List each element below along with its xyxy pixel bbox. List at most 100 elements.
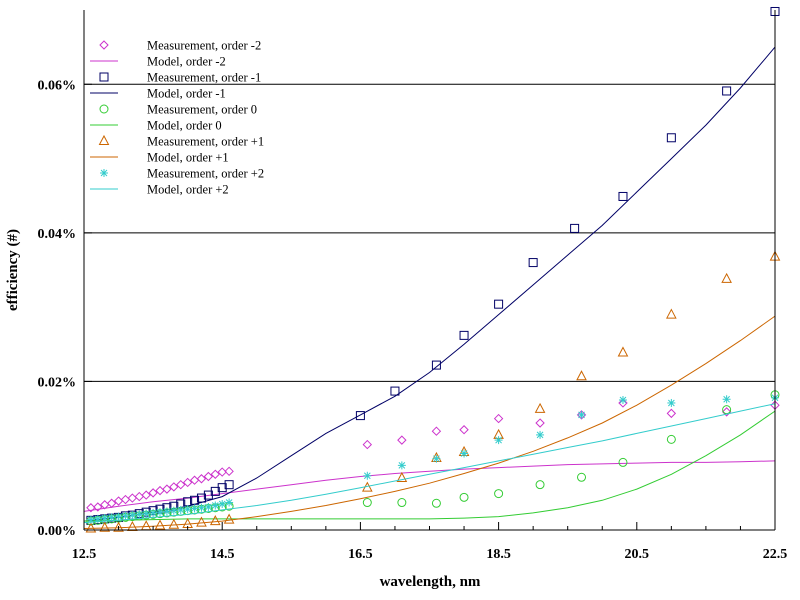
data-point	[204, 502, 213, 511]
data-point	[534, 402, 546, 413]
data-point	[396, 471, 408, 482]
legend-marker-swatch	[98, 134, 110, 145]
data-point	[190, 504, 199, 513]
x-tick-label: 12.5	[72, 547, 97, 562]
data-point	[211, 501, 220, 510]
data-point	[535, 418, 545, 428]
data-point	[666, 133, 676, 143]
data-point	[162, 507, 171, 516]
series-model-order-0	[83, 410, 776, 522]
data-point	[397, 461, 406, 470]
data-point	[176, 479, 186, 490]
legend-marker-swatch	[99, 40, 109, 50]
data-point	[618, 396, 627, 404]
data-point	[618, 398, 628, 408]
data-point	[203, 471, 214, 482]
data-point	[196, 516, 207, 527]
data-point	[397, 435, 407, 445]
data-point	[197, 503, 206, 512]
data-point	[494, 489, 504, 499]
legend-label: Measurement, order +1	[147, 135, 264, 149]
legend-item: Model, order +2	[90, 183, 229, 197]
x-tick-label: 20.5	[625, 547, 650, 562]
series-model-order-2	[83, 460, 776, 512]
data-point	[494, 436, 503, 445]
data-point	[432, 454, 441, 463]
y-axis-title: efficiency (#)	[5, 229, 21, 311]
legend-item: Model, order 0	[90, 119, 222, 133]
data-point	[217, 467, 227, 477]
legend-label: Model, order +1	[147, 151, 229, 165]
model-line	[83, 315, 776, 529]
legend: Measurement, order -2 Model, order -2 Meas…	[90, 39, 264, 197]
data-point	[576, 370, 587, 381]
tick-labels: 0.00% 0.02% 0.04% 0.06% 12.5 14.5 16.5 18.5 20.5…	[38, 78, 788, 562]
data-series	[83, 6, 781, 533]
data-point	[577, 410, 586, 419]
data-point	[209, 515, 221, 526]
x-axis-title: wavelength, nm	[380, 574, 481, 590]
data-point	[114, 512, 123, 521]
data-point	[459, 330, 469, 340]
data-point	[618, 191, 628, 201]
series-model-order-plus2	[83, 403, 776, 524]
series-model-order-1	[83, 46, 776, 522]
data-point	[536, 430, 545, 439]
data-point	[86, 503, 96, 513]
legend-label: Model, order -2	[147, 55, 226, 69]
legend-label: Measurement, order -2	[147, 39, 261, 53]
data-point	[528, 258, 538, 268]
plot-background	[84, 10, 775, 530]
data-point	[135, 510, 144, 519]
series-measurement-order-plus2	[86, 393, 779, 524]
data-point	[168, 518, 180, 529]
legend-item: Model, order -1	[90, 87, 226, 101]
legend-label: Measurement, order +2	[147, 167, 264, 181]
data-point	[617, 346, 629, 357]
data-point	[618, 457, 628, 467]
data-point	[156, 508, 165, 517]
legend-marker-swatch	[99, 72, 109, 82]
data-point	[121, 511, 130, 520]
data-point	[362, 439, 373, 450]
data-point	[128, 511, 137, 520]
data-point	[666, 308, 677, 319]
data-point	[494, 299, 504, 309]
data-point	[224, 480, 234, 490]
legend-item: Measurement, order 0	[99, 103, 257, 117]
legend-marker-swatch	[100, 169, 108, 177]
legend-marker-swatch	[99, 104, 109, 114]
x-tick-label: 16.5	[348, 547, 373, 562]
data-point	[667, 398, 676, 407]
x-tick-label: 14.5	[210, 547, 235, 562]
model-line	[83, 410, 776, 522]
data-point	[210, 469, 220, 479]
y-tick-label: 0.04%	[38, 227, 77, 242]
data-point	[666, 408, 677, 419]
data-point	[570, 223, 580, 233]
legend-label: Measurement, order 0	[147, 103, 257, 117]
legend-item: Measurement, order +1	[98, 134, 264, 149]
data-point	[362, 498, 372, 508]
data-point	[217, 483, 227, 493]
x-tick-label: 18.5	[486, 547, 511, 562]
legend-label: Model, order 0	[147, 119, 222, 133]
data-point	[127, 520, 138, 532]
x-tick-label: 22.5	[763, 547, 788, 562]
data-point	[459, 492, 469, 502]
y-tick-label: 0.02%	[38, 375, 77, 390]
legend-label: Model, order -1	[147, 87, 226, 101]
data-point	[722, 395, 731, 404]
y-tick-label: 0.06%	[38, 78, 77, 93]
legend-item: Model, order +1	[90, 151, 229, 165]
data-point	[397, 498, 407, 508]
series-model-order-plus1	[83, 315, 776, 529]
legend-label: Model, order +2	[147, 183, 229, 197]
legend-item: Measurement, order -2	[99, 39, 261, 53]
data-point	[169, 506, 178, 515]
data-point	[176, 505, 185, 514]
legend-item: Measurement, order -1	[99, 71, 261, 85]
y-tick-label: 0.00%	[38, 524, 77, 539]
data-point	[113, 521, 124, 532]
